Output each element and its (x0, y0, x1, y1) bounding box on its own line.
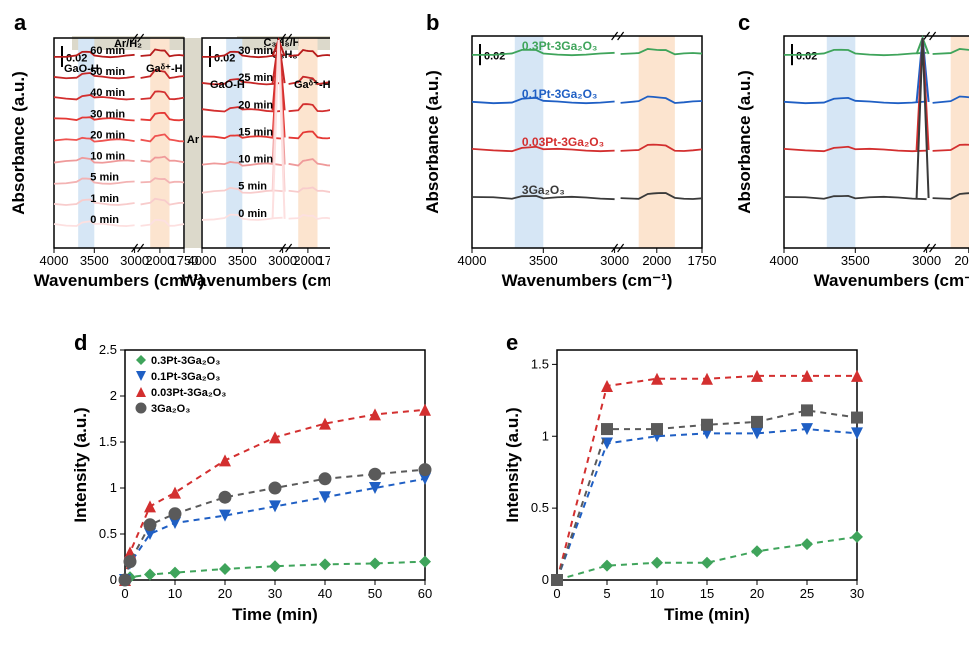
svg-text:GaO-H: GaO-H (64, 63, 99, 75)
svg-text:10 min: 10 min (90, 151, 125, 163)
svg-text:3Ga₂O₃: 3Ga₂O₃ (151, 403, 190, 415)
svg-text:30: 30 (850, 586, 864, 601)
svg-text:60 min: 60 min (90, 45, 125, 57)
svg-text:1.5: 1.5 (99, 434, 117, 449)
svg-text:3500: 3500 (529, 253, 558, 268)
svg-text:2.5: 2.5 (99, 342, 117, 357)
svg-text:1.5: 1.5 (531, 356, 549, 371)
svg-text:4000: 4000 (188, 253, 217, 268)
svg-text:1 min: 1 min (90, 193, 119, 205)
svg-text:Time (min): Time (min) (664, 605, 750, 624)
svg-text:3000: 3000 (600, 253, 629, 268)
svg-text:3000: 3000 (912, 253, 941, 268)
svg-text:Intensity (a.u.): Intensity (a.u.) (503, 407, 522, 522)
svg-text:10: 10 (650, 586, 664, 601)
svg-text:0.3Pt-3Ga₂O₃: 0.3Pt-3Ga₂O₃ (522, 39, 598, 53)
panel-a-label: a (14, 10, 26, 36)
svg-text:50: 50 (368, 586, 382, 601)
svg-text:10 min: 10 min (238, 154, 273, 166)
panel-a-chart: Absorbance (a.u.)Ar/H₂ArC₃H₈/H₂C₃H₈40003… (10, 10, 330, 310)
panel-e-label: e (506, 330, 518, 356)
panel-e: e Intensity (a.u.)05101520253000.511.5Ti… (502, 330, 842, 642)
svg-text:4000: 4000 (458, 253, 487, 268)
svg-text:0: 0 (110, 572, 117, 587)
svg-text:4000: 4000 (770, 253, 799, 268)
svg-text:1750: 1750 (318, 253, 330, 268)
svg-text:0.3Pt-3Ga₂O₃: 0.3Pt-3Ga₂O₃ (151, 355, 220, 367)
svg-text:5 min: 5 min (90, 172, 119, 184)
svg-text:5: 5 (603, 586, 610, 601)
svg-text:0: 0 (542, 572, 549, 587)
svg-text:0.1Pt-3Ga₂O₃: 0.1Pt-3Ga₂O₃ (151, 371, 220, 383)
svg-text:0.02: 0.02 (214, 52, 235, 64)
figure-grid: a Absorbance (a.u.)Ar/H₂ArC₃H₈/H₂C₃H₈400… (10, 10, 959, 642)
svg-text:1: 1 (110, 480, 117, 495)
svg-text:Wavenumbers (cm⁻¹): Wavenumbers (cm⁻¹) (182, 271, 330, 290)
svg-text:3500: 3500 (80, 253, 109, 268)
svg-text:Wavenumbers (cm⁻¹): Wavenumbers (cm⁻¹) (502, 271, 673, 290)
svg-text:0 min: 0 min (90, 214, 119, 226)
panel-c-label: c (738, 10, 750, 36)
svg-text:Absorbance (a.u.): Absorbance (a.u.) (423, 70, 442, 214)
svg-text:20 min: 20 min (90, 129, 125, 141)
svg-text:30 min: 30 min (238, 45, 273, 57)
svg-text:4000: 4000 (40, 253, 69, 268)
svg-text:0.02: 0.02 (796, 51, 817, 63)
svg-text:Wavenumbers (cm⁻¹): Wavenumbers (cm⁻¹) (814, 271, 969, 290)
panel-d-chart: Intensity (a.u.) 0 10 20 30 40 50 60 0 0.5 1 1.5 2 2.… (70, 330, 450, 630)
svg-text:15: 15 (700, 586, 714, 601)
svg-text:0.02: 0.02 (484, 51, 505, 63)
svg-text:20 min: 20 min (238, 99, 273, 111)
svg-text:0.5: 0.5 (99, 526, 117, 541)
svg-text:Intensity (a.u.): Intensity (a.u.) (71, 407, 90, 522)
svg-text:3500: 3500 (841, 253, 870, 268)
svg-text:0 min: 0 min (238, 208, 267, 220)
svg-text:2000: 2000 (642, 253, 671, 268)
svg-text:Gaᵟ⁺-H: Gaᵟ⁺-H (146, 63, 183, 75)
svg-text:Absorbance (a.u.): Absorbance (a.u.) (735, 70, 754, 214)
svg-text:Wavenumbers (cm⁻¹): Wavenumbers (cm⁻¹) (34, 271, 205, 290)
svg-text:Time (min): Time (min) (232, 605, 318, 624)
svg-text:20: 20 (218, 586, 232, 601)
svg-text:20: 20 (750, 586, 764, 601)
panel-d-label: d (74, 330, 87, 356)
svg-text:1750: 1750 (688, 253, 717, 268)
svg-text:0.1Pt-3Ga₂O₃: 0.1Pt-3Ga₂O₃ (522, 87, 598, 101)
panel-b-chart: Absorbance (a.u.) 4000 3500 3000 2000 1750 0.0… (422, 10, 722, 310)
svg-text:30: 30 (268, 586, 282, 601)
panel-e-chart: Intensity (a.u.) 0 5 10 15 20 25 30 0 0.5 1 1.5 Time… (502, 330, 882, 630)
svg-text:Ar: Ar (187, 134, 200, 146)
panel-d: d Intensity (a.u.)010203040506000.511.52… (70, 330, 410, 642)
svg-text:1: 1 (542, 428, 549, 443)
svg-text:3500: 3500 (228, 253, 257, 268)
svg-text:Gaᵟ⁺-H: Gaᵟ⁺-H (294, 79, 330, 91)
panel-b-label: b (426, 10, 439, 36)
svg-text:5 min: 5 min (238, 181, 267, 193)
panel-c: c Absorbance (a.u.)400035003000200017500… (734, 10, 969, 322)
panel-c-chart: Absorbance (a.u.)400035003000200017500.0… (734, 10, 969, 310)
svg-text:15 min: 15 min (238, 126, 273, 138)
svg-text:GaO-H: GaO-H (210, 79, 245, 91)
svg-text:3Ga₂O₃: 3Ga₂O₃ (522, 183, 565, 197)
svg-text:0.03Pt-3Ga₂O₃: 0.03Pt-3Ga₂O₃ (151, 387, 226, 399)
svg-text:Absorbance (a.u.): Absorbance (a.u.) (10, 71, 28, 215)
svg-text:2000: 2000 (954, 253, 969, 268)
svg-text:2: 2 (110, 388, 117, 403)
svg-text:40 min: 40 min (90, 87, 125, 99)
svg-text:60: 60 (418, 586, 432, 601)
svg-text:25: 25 (800, 586, 814, 601)
panel-b: b Absorbance (a.u.) 4000 3500 3000 2000 1750 0… (422, 10, 722, 322)
svg-text:30 min: 30 min (90, 108, 125, 120)
svg-text:0.5: 0.5 (531, 500, 549, 515)
svg-text:40: 40 (318, 586, 332, 601)
svg-text:0.03Pt-3Ga₂O₃: 0.03Pt-3Ga₂O₃ (522, 135, 604, 149)
panel-a: a Absorbance (a.u.)Ar/H₂ArC₃H₈/H₂C₃H₈400… (10, 10, 410, 322)
svg-text:0: 0 (553, 586, 560, 601)
svg-text:0: 0 (121, 586, 128, 601)
svg-text:10: 10 (168, 586, 182, 601)
